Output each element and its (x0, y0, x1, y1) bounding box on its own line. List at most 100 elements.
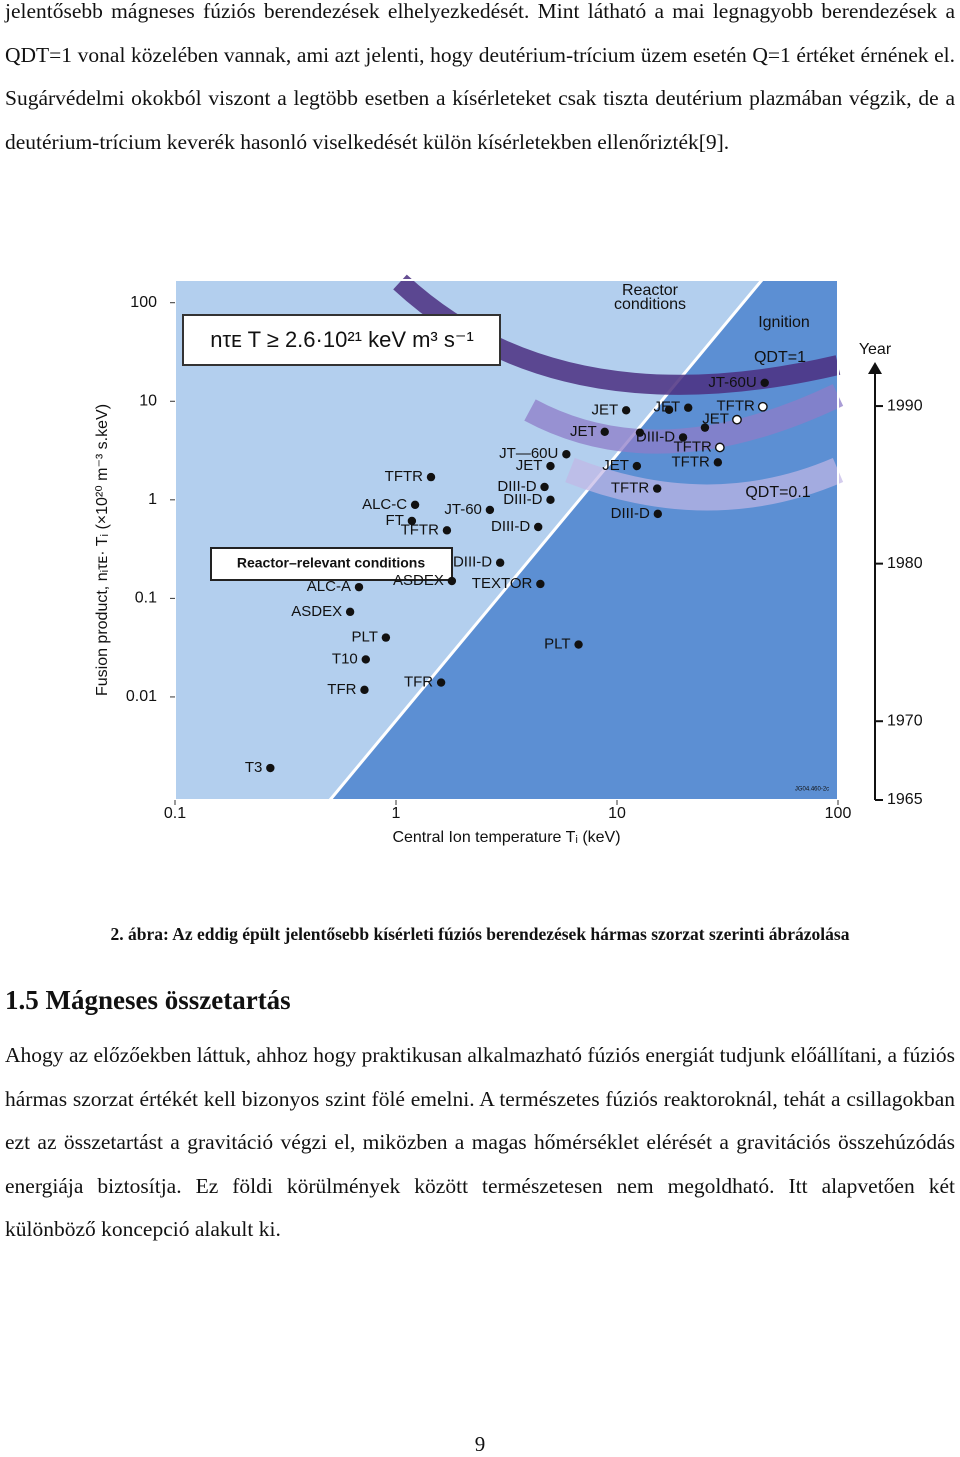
point-label: DIII-D (491, 518, 530, 535)
point-label: FT (386, 512, 404, 529)
point-label: TFTR (674, 438, 712, 455)
data-point (713, 458, 723, 467)
data-point (546, 495, 555, 505)
plot-frame (174, 279, 839, 801)
data-point (495, 558, 505, 567)
region (330, 280, 838, 800)
data-point (426, 472, 436, 482)
point-label: DIII-D (611, 505, 650, 522)
point-label: JT-60U (708, 374, 756, 391)
point-label: JET (516, 457, 543, 474)
band (524, 384, 844, 454)
data-point (678, 433, 688, 442)
annotation: QDT=0.1 (745, 484, 810, 501)
y2-axis-label: Year (859, 341, 892, 358)
y-axis-label: Fusion product, nᵢτᴇ· Tᵢ (×10²⁰ m⁻³ s.ke… (94, 404, 111, 696)
point-label: TFTR (401, 521, 439, 538)
data-point (574, 640, 583, 649)
section-heading: 1.5 Mágneses összetartás (5, 985, 291, 1015)
boundary (328, 279, 764, 801)
data-point (562, 450, 571, 459)
point-label: TFTR (672, 453, 710, 470)
annotation: nτᴇ T ≥ 2.6·10²¹ keV m³ s⁻¹ (210, 327, 474, 352)
x-tick-label: 1 (392, 805, 401, 822)
point-label: JET (602, 457, 629, 474)
data-point (714, 442, 725, 453)
point-label: TFR (327, 681, 356, 698)
data-point (436, 678, 446, 687)
data-point (442, 526, 452, 535)
data-point (700, 423, 710, 432)
data-point (407, 516, 417, 526)
y2-arrow (868, 362, 882, 374)
point-label: PLT (351, 629, 377, 646)
data-point (485, 505, 495, 515)
point-label: DIII-D (636, 428, 675, 445)
y-tick-label: 0.1 (135, 590, 157, 607)
figure-caption: 2. ábra: Az eddig épült jelentősebb kísé… (110, 924, 850, 944)
formula-box (182, 314, 501, 366)
data-point (534, 522, 543, 532)
annotation: conditions (614, 296, 686, 313)
point-label: DIII-D (503, 491, 542, 508)
point-label: TEXTOR (472, 575, 533, 592)
data-point (345, 607, 355, 617)
data-point (447, 576, 457, 586)
annotation: JG04.460-2c (795, 787, 829, 793)
annotation: Ignition (758, 314, 810, 331)
y-tick-label: 10 (139, 392, 157, 409)
point-label: PLT (544, 636, 570, 653)
point-label: JT-60 (444, 501, 482, 518)
data-point (360, 685, 369, 695)
y2-tick-label: 1990 (887, 397, 923, 414)
point-label: TFTR (611, 480, 649, 497)
data-point (757, 401, 768, 412)
point-label: T10 (332, 650, 358, 667)
data-point (635, 428, 645, 437)
annotation: Reactor–relevant conditions (237, 555, 425, 571)
label-box (210, 547, 453, 581)
data-point (684, 403, 693, 412)
point-label: JET (702, 411, 729, 428)
data-point (410, 500, 420, 510)
point-label: TFTR (385, 468, 423, 485)
point-label: JET (591, 401, 618, 418)
y2-tick-label: 1970 (887, 712, 923, 729)
point-label: JET (570, 423, 597, 440)
point-label: ASDEX (291, 603, 342, 620)
data-point (632, 461, 642, 471)
x-tick-label: 10 (608, 805, 626, 822)
point-label: JT—60U (499, 445, 558, 462)
data-point (266, 763, 275, 773)
point-label: TFR (404, 674, 433, 691)
point-label: DIII-D (497, 478, 536, 495)
point-label: ASDEX (393, 572, 444, 589)
y-tick-label: 1 (148, 491, 157, 508)
point-label: DIII-D (453, 554, 492, 571)
point-label: T3 (245, 759, 263, 776)
data-point (361, 655, 370, 664)
data-point (546, 461, 555, 471)
point-label: ALC-A (307, 578, 351, 595)
data-point (732, 414, 742, 425)
y2-tick-label: 1965 (887, 791, 923, 808)
data-point (664, 405, 674, 414)
point-label: ALC-C (362, 496, 407, 513)
data-point (652, 484, 662, 493)
y-tick-label: 100 (130, 294, 157, 311)
x-tick-label: 0.1 (164, 805, 186, 822)
figure: 0.01 0.1 1 10 100 0.1 1 10 100 Central Ion temper… (94, 274, 923, 846)
annotation: Reactor (622, 282, 679, 299)
data-point (540, 482, 549, 492)
data-point (381, 633, 391, 642)
data-point (621, 406, 631, 415)
data-point (760, 378, 769, 387)
page-number: 9 (474, 1432, 486, 1456)
data-point (536, 579, 545, 589)
annotation: QDT=1 (754, 349, 806, 366)
y2-tick-label: 1980 (887, 555, 923, 572)
band (565, 457, 844, 511)
x-axis-label: Central Ion temperature Tᵢ (keV) (392, 829, 620, 846)
